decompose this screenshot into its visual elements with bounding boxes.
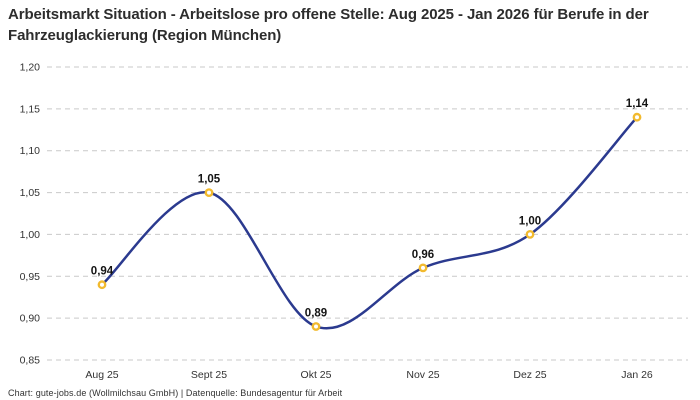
y-tick-label: 0,85 [20, 355, 41, 367]
data-point-marker [97, 280, 107, 290]
x-tick-label: Jan 26 [621, 369, 653, 381]
y-tick-label: 0,95 [20, 271, 41, 283]
x-tick-label: Okt 25 [301, 369, 332, 381]
x-tick-label: Sept 25 [191, 369, 227, 381]
x-tick-label: Dez 25 [513, 369, 546, 381]
data-point-label: 0,96 [412, 249, 434, 261]
data-point-marker [632, 112, 642, 122]
data-point-label: 1,00 [519, 215, 541, 227]
y-tick-label: 1,20 [20, 62, 41, 74]
data-point-marker [525, 229, 535, 239]
data-point-marker [418, 263, 428, 273]
y-tick-label: 1,05 [20, 187, 41, 199]
data-point-marker [311, 322, 321, 331]
x-tick-label: Aug 25 [85, 369, 118, 381]
y-tick-label: 0,90 [20, 313, 41, 325]
y-tick-label: 1,00 [20, 229, 41, 241]
data-point-label: 1,14 [626, 98, 649, 110]
x-tick-label: Nov 25 [406, 369, 439, 381]
data-point-label: 1,05 [198, 174, 221, 186]
data-point-label: 0,94 [91, 266, 114, 278]
y-tick-label: 1,15 [20, 103, 41, 115]
y-tick-label: 1,10 [20, 145, 41, 157]
data-point-label: 0,89 [305, 308, 327, 320]
chart-footer: Chart: gute-jobs.de (Wollmilchsau GmbH) … [8, 388, 343, 398]
line-series [100, 115, 639, 330]
chart-title: Arbeitsmarkt Situation - Arbeitslose pro… [8, 6, 649, 44]
data-point-marker [204, 188, 214, 198]
